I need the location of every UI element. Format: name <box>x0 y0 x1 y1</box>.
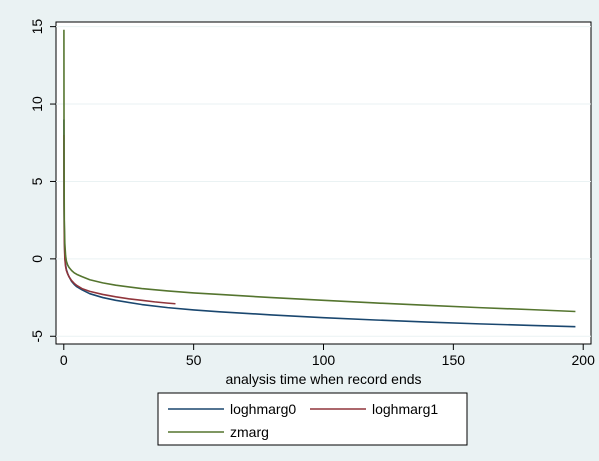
legend: loghmarg0 loghmarg1 zmarg <box>157 392 468 446</box>
series-lines <box>63 29 576 328</box>
legend-label-loghmarg0: loghmarg0 <box>230 401 296 417</box>
x-tick-label: 150 <box>442 352 466 368</box>
gridlines <box>56 26 591 337</box>
x-axis-title: analysis time when record ends <box>225 371 421 387</box>
legend-box <box>157 392 468 446</box>
plot-area <box>55 21 592 345</box>
x-tick-label: 50 <box>186 352 202 368</box>
x-tick-label: 100 <box>312 352 336 368</box>
series-line-loghmarg1 <box>63 135 176 305</box>
y-tick-label: 5 <box>29 177 45 185</box>
y-tick-label: 10 <box>29 96 45 112</box>
y-tick-label: -5 <box>29 330 45 343</box>
x-tick-label: 0 <box>60 352 68 368</box>
legend-label-loghmarg1: loghmarg1 <box>372 401 438 417</box>
y-tick-label: 15 <box>29 19 45 35</box>
y-tick-label: 0 <box>29 255 45 263</box>
x-tick-label: 200 <box>572 352 596 368</box>
legend-label-zmarg: zmarg <box>230 424 269 440</box>
series-line-zmarg <box>63 29 576 313</box>
